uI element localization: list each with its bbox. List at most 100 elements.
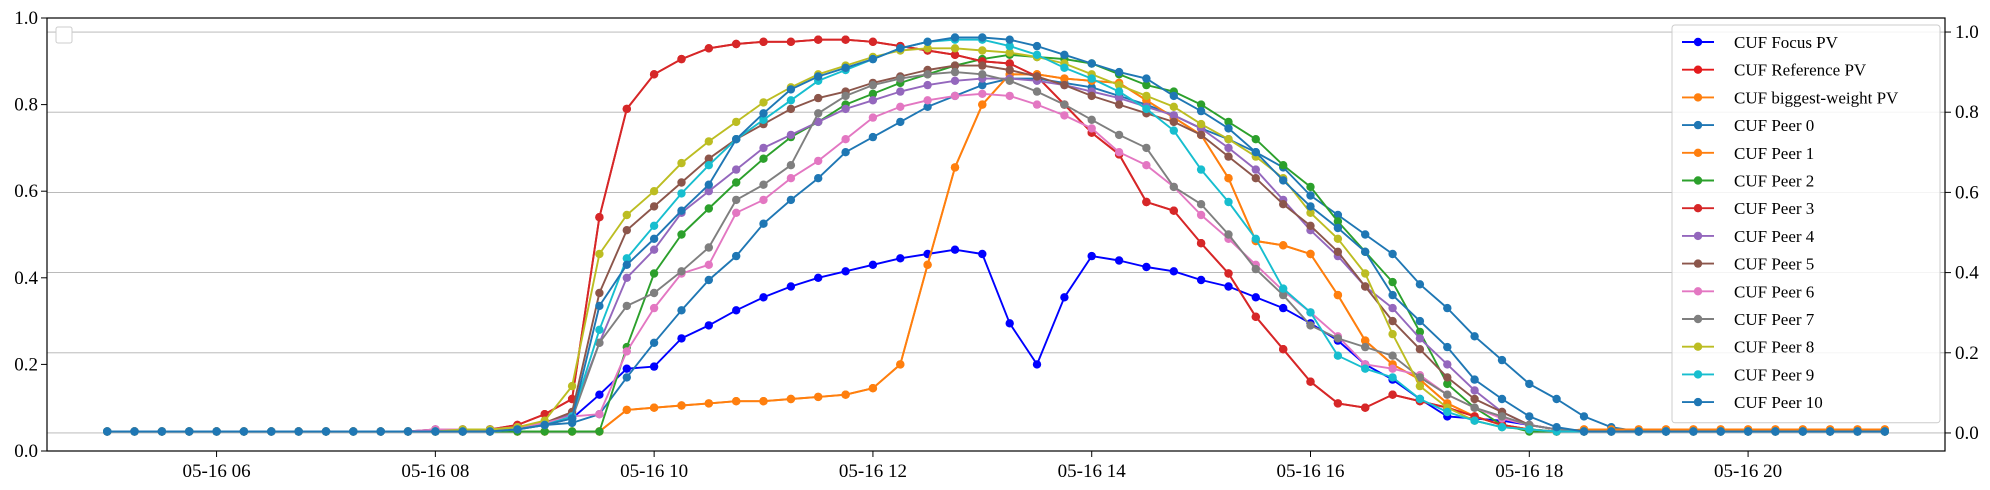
- data-point: [1525, 425, 1534, 434]
- data-point: [1060, 80, 1069, 90]
- y-axis-ticks: 0.0 0.2 0.4 0.6 0.8 1.0: [14, 8, 47, 462]
- data-point: [1634, 427, 1643, 436]
- data-point: [1415, 381, 1425, 391]
- data-point: [923, 70, 932, 79]
- legend-marker: [1693, 259, 1703, 268]
- data-point: [622, 104, 631, 114]
- data-point: [1060, 63, 1069, 72]
- data-point: [1032, 360, 1042, 369]
- data-point: [649, 362, 659, 371]
- data-point: [1142, 143, 1151, 153]
- data-point: [1169, 111, 1179, 120]
- legend-item: CUF Peer 6: [1682, 282, 1814, 301]
- legend-label: CUF Peer 3: [1734, 199, 1814, 218]
- data-point: [595, 301, 604, 311]
- data-point: [540, 410, 549, 419]
- data-point: [1880, 427, 1890, 436]
- data-point: [841, 91, 850, 101]
- data-point: [1224, 282, 1233, 291]
- data-point: [841, 135, 850, 144]
- legend-item: CUF Peer 5: [1682, 255, 1814, 274]
- y2-tick-label: 0.6: [1955, 182, 1979, 203]
- data-point: [458, 427, 467, 436]
- data-point: [1005, 65, 1014, 75]
- data-point: [1169, 91, 1179, 101]
- data-point: [294, 427, 303, 436]
- legend-label: CUF Focus PV: [1734, 33, 1839, 52]
- data-point: [704, 180, 713, 189]
- data-point: [677, 158, 686, 168]
- legend-marker: [1693, 397, 1703, 407]
- data-point: [704, 44, 713, 53]
- data-point: [1361, 230, 1370, 239]
- data-point: [978, 70, 987, 79]
- data-point: [1196, 275, 1206, 285]
- data-point: [1279, 345, 1288, 354]
- data-point: [704, 161, 713, 170]
- legend-label: CUF Peer 8: [1734, 338, 1814, 357]
- data-point: [622, 260, 631, 269]
- data-point: [1470, 394, 1479, 404]
- data-point: [1333, 334, 1343, 343]
- data-point: [1224, 174, 1233, 183]
- grid-lines: [47, 31, 1945, 434]
- data-point: [1114, 130, 1124, 140]
- x-tick-label: 05-16 20: [1714, 461, 1782, 482]
- legend-marker: [1693, 204, 1703, 213]
- data-point: [1361, 403, 1370, 412]
- data-point: [759, 98, 768, 107]
- legend-item: CUF Peer 7: [1682, 310, 1815, 329]
- legend-label: CUF Peer 2: [1734, 172, 1814, 191]
- data-point: [1169, 102, 1179, 112]
- data-point: [786, 174, 796, 183]
- data-point: [786, 96, 796, 105]
- data-point: [786, 85, 796, 94]
- data-point: [1388, 316, 1397, 326]
- data-point: [1087, 115, 1096, 125]
- data-point: [1005, 76, 1014, 86]
- legend-marker: [1693, 65, 1703, 74]
- legend-label: CUF Peer 10: [1734, 393, 1823, 412]
- data-point: [1552, 394, 1561, 404]
- series-group: [103, 33, 1890, 436]
- data-point: [622, 347, 631, 356]
- data-point: [978, 80, 987, 90]
- data-point: [841, 63, 850, 72]
- data-point: [1771, 427, 1780, 436]
- data-point: [1251, 234, 1261, 243]
- data-point: [950, 61, 960, 70]
- data-point: [978, 249, 987, 259]
- data-point: [1142, 91, 1151, 101]
- data-point: [704, 204, 713, 213]
- data-point: [1497, 423, 1507, 432]
- data-point: [868, 54, 878, 64]
- data-point: [1114, 148, 1124, 157]
- legend-marker: [1693, 37, 1703, 47]
- data-point: [1689, 427, 1698, 436]
- data-point: [1333, 223, 1343, 233]
- data-point: [896, 102, 905, 112]
- data-point: [1333, 399, 1343, 408]
- data-point: [868, 96, 878, 105]
- data-point: [814, 117, 823, 127]
- y-tick-label: 0.4: [14, 268, 38, 289]
- data-point: [1169, 206, 1179, 215]
- data-point: [649, 221, 659, 230]
- data-point: [759, 109, 768, 118]
- data-point: [1607, 427, 1616, 436]
- data-point: [1415, 345, 1425, 354]
- data-point: [567, 414, 577, 423]
- data-point: [1251, 135, 1261, 144]
- data-point: [786, 37, 796, 46]
- data-point: [786, 394, 796, 404]
- data-point: [1196, 165, 1206, 174]
- x-tick-label: 05-16 12: [839, 461, 907, 482]
- data-point: [732, 208, 741, 217]
- data-point: [1169, 267, 1179, 276]
- data-point: [732, 251, 741, 261]
- legend-marker: [1693, 287, 1703, 296]
- data-point: [1169, 117, 1179, 127]
- data-point: [1005, 41, 1014, 51]
- data-point: [1114, 256, 1124, 265]
